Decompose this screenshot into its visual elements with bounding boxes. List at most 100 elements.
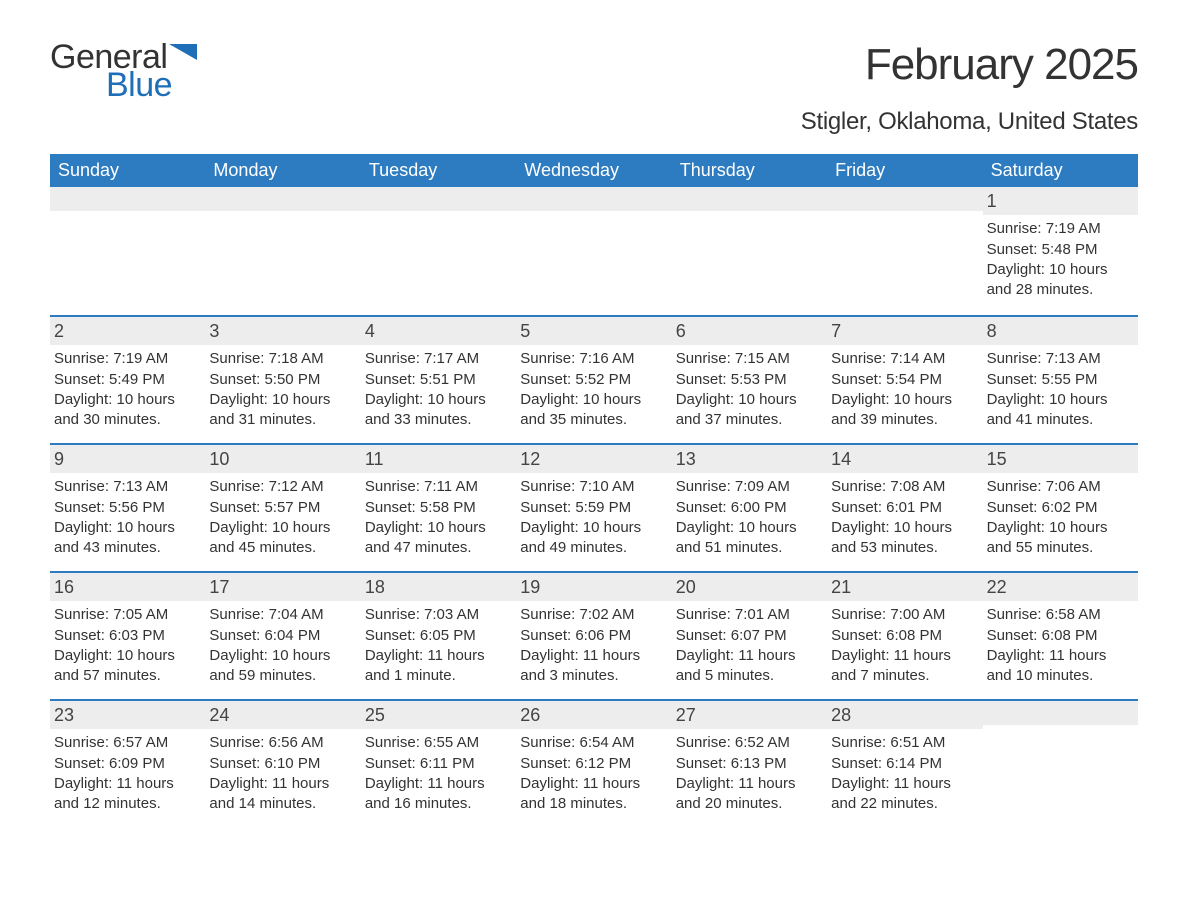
day-number: 18	[361, 573, 516, 601]
sunrise-line: Sunrise: 6:57 AM	[54, 733, 199, 753]
calendar-empty-cell	[516, 187, 671, 315]
calendar-day-cell: 15 Sunrise: 7:06 AMSunset: 6:02 PMDayligh…	[983, 445, 1138, 571]
day-number: 25	[361, 701, 516, 729]
sunset-line: Sunset: 5:53 PM	[676, 370, 821, 390]
day-number: 4	[361, 317, 516, 345]
calendar-day-cell: 9Sunrise: 7:13 AMSunset: 5:56 PMDaylight…	[50, 445, 205, 571]
sunrise-line: Sunrise: 7:00 AM	[831, 605, 976, 625]
sunrise-line: Sunrise: 7:17 AM	[365, 349, 510, 369]
calendar-day-cell: 1Sunrise: 7:19 AMSunset: 5:48 PMDaylight…	[983, 187, 1138, 315]
day-number: 15	[983, 445, 1138, 473]
calendar-day-cell: 14Sunrise: 7:08 AMSunset: 6:01 PMDayligh…	[827, 445, 982, 571]
calendar-day-cell: 4Sunrise: 7:17 AMSunset: 5:51 PMDaylight…	[361, 317, 516, 443]
calendar-day-cell: 22Sunrise: 6:58 AMSunset: 6:08 PMDayligh…	[983, 573, 1138, 699]
daylight-line: Daylight: 11 hours and 12 minutes.	[54, 774, 199, 815]
calendar-week-row: 9Sunrise: 7:13 AMSunset: 5:56 PMDaylight…	[50, 443, 1138, 571]
sunset-line: Sunset: 6:09 PM	[54, 754, 199, 774]
sunrise-line: Sunrise: 7:02 AM	[520, 605, 665, 625]
daylight-line: Daylight: 11 hours and 5 minutes.	[676, 646, 821, 687]
sunrise-line: Sunrise: 7:04 AM	[209, 605, 354, 625]
daylight-line: Daylight: 11 hours and 20 minutes.	[676, 774, 821, 815]
calendar-day-cell: 27Sunrise: 6:52 AMSunset: 6:13 PMDayligh…	[672, 701, 827, 827]
day-number	[827, 187, 982, 211]
day-of-week-label: Sunday	[50, 154, 205, 187]
calendar-week-row: 23Sunrise: 6:57 AMSunset: 6:09 PMDayligh…	[50, 699, 1138, 827]
day-number: 2	[50, 317, 205, 345]
daylight-line: Daylight: 10 hours and 47 minutes.	[365, 518, 510, 559]
daylight-line: Daylight: 10 hours and 33 minutes.	[365, 390, 510, 431]
daylight-line: Daylight: 10 hours and 55 minutes.	[987, 518, 1132, 559]
day-number: 8	[983, 317, 1138, 345]
sunrise-line: Sunrise: 7:05 AM	[54, 605, 199, 625]
sunrise-line: Sunrise: 6:55 AM	[365, 733, 510, 753]
day-number	[50, 187, 205, 211]
sunset-line: Sunset: 6:02 PM	[987, 498, 1132, 518]
sunset-line: Sunset: 6:04 PM	[209, 626, 354, 646]
sunset-line: Sunset: 6:01 PM	[831, 498, 976, 518]
day-number: 14	[827, 445, 982, 473]
sunset-line: Sunset: 6:03 PM	[54, 626, 199, 646]
calendar-day-cell: 23 Sunrise: 6:57 AMSunset: 6:09 PMDayligh…	[50, 701, 205, 827]
day-number: 23	[50, 701, 205, 729]
sunset-line: Sunset: 5:58 PM	[365, 498, 510, 518]
sunset-line: Sunset: 5:50 PM	[209, 370, 354, 390]
calendar: SundayMondayTuesdayWednesdayThursdayFrid…	[50, 154, 1138, 827]
brand-logo: General Blue	[50, 40, 197, 102]
daylight-line: Daylight: 11 hours and 1 minute.	[365, 646, 510, 687]
sunrise-line: Sunrise: 6:54 AM	[520, 733, 665, 753]
sunrise-line: Sunrise: 6:58 AM	[987, 605, 1132, 625]
calendar-day-cell: 7Sunrise: 7:14 AMSunset: 5:54 PMDaylight…	[827, 317, 982, 443]
day-number: 24	[205, 701, 360, 729]
calendar-week-row: 2Sunrise: 7:19 AMSunset: 5:49 PMDaylight…	[50, 315, 1138, 443]
day-number: 10	[205, 445, 360, 473]
sunset-line: Sunset: 6:08 PM	[987, 626, 1132, 646]
calendar-day-cell: 3Sunrise: 7:18 AMSunset: 5:50 PMDaylight…	[205, 317, 360, 443]
sunrise-line: Sunrise: 7:01 AM	[676, 605, 821, 625]
sunset-line: Sunset: 6:08 PM	[831, 626, 976, 646]
calendar-day-cell: 13 Sunrise: 7:09 AMSunset: 6:00 PMDayligh…	[672, 445, 827, 571]
sunrise-line: Sunrise: 7:14 AM	[831, 349, 976, 369]
calendar-day-cell: 21 Sunrise: 7:00 AMSunset: 6:08 PMDayligh…	[827, 573, 982, 699]
day-number: 3	[205, 317, 360, 345]
calendar-day-cell: 20Sunrise: 7:01 AMSunset: 6:07 PMDayligh…	[672, 573, 827, 699]
calendar-day-cell: 28Sunrise: 6:51 AMSunset: 6:14 PMDayligh…	[827, 701, 982, 827]
day-number: 16	[50, 573, 205, 601]
sunset-line: Sunset: 5:49 PM	[54, 370, 199, 390]
sunrise-line: Sunrise: 6:56 AM	[209, 733, 354, 753]
day-number: 1	[983, 187, 1138, 215]
sunrise-line: Sunrise: 6:51 AM	[831, 733, 976, 753]
day-number: 6	[672, 317, 827, 345]
sunrise-line: Sunrise: 7:19 AM	[987, 219, 1132, 239]
sunrise-line: Sunrise: 7:09 AM	[676, 477, 821, 497]
sunset-line: Sunset: 5:48 PM	[987, 240, 1132, 260]
day-number: 26	[516, 701, 671, 729]
day-number	[672, 187, 827, 211]
sunset-line: Sunset: 6:14 PM	[831, 754, 976, 774]
day-number: 21	[827, 573, 982, 601]
sunrise-line: Sunrise: 7:06 AM	[987, 477, 1132, 497]
sunrise-line: Sunrise: 7:15 AM	[676, 349, 821, 369]
daylight-line: Daylight: 10 hours and 31 minutes.	[209, 390, 354, 431]
sunset-line: Sunset: 6:05 PM	[365, 626, 510, 646]
sunset-line: Sunset: 6:12 PM	[520, 754, 665, 774]
day-of-week-label: Saturday	[983, 154, 1138, 187]
day-number	[205, 187, 360, 211]
calendar-body: 1 Sunrise: 7:19 AMSunset: 5:48 PM Daylight…	[50, 187, 1138, 827]
sunrise-line: Sunrise: 7:13 AM	[54, 477, 199, 497]
day-number: 28	[827, 701, 982, 729]
calendar-empty-cell	[50, 187, 205, 315]
sunset-line: Sunset: 5:55 PM	[987, 370, 1132, 390]
sunset-line: Sunset: 5:52 PM	[520, 370, 665, 390]
days-of-week-header: SundayMondayTuesdayWednesdayThursdayFrid…	[50, 154, 1138, 187]
day-number: 13	[672, 445, 827, 473]
day-of-week-label: Tuesday	[361, 154, 516, 187]
daylight-line: Daylight: 11 hours and 7 minutes.	[831, 646, 976, 687]
sunset-line: Sunset: 5:57 PM	[209, 498, 354, 518]
day-number: 11	[361, 445, 516, 473]
daylight-line: Daylight: 10 hours and 51 minutes.	[676, 518, 821, 559]
sunset-line: Sunset: 6:00 PM	[676, 498, 821, 518]
daylight-line: Daylight: 10 hours and 59 minutes.	[209, 646, 354, 687]
calendar-day-cell: 17Sunrise: 7:04 AMSunset: 6:04 PMDayligh…	[205, 573, 360, 699]
day-number	[983, 701, 1138, 725]
day-of-week-label: Wednesday	[516, 154, 671, 187]
